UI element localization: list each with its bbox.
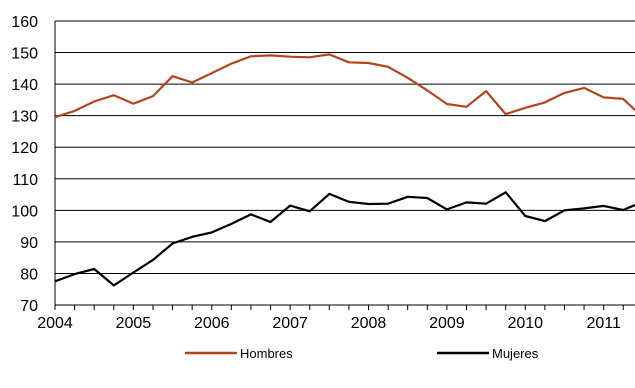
x-tick-label: 2007 xyxy=(272,315,308,332)
axes xyxy=(54,21,635,310)
x-tick-label: 2009 xyxy=(429,315,465,332)
y-tick-label: 160 xyxy=(11,14,38,31)
y-tick-label: 110 xyxy=(12,172,38,189)
y-tick-label: 150 xyxy=(11,46,38,63)
y-axis-tick-labels: 70 80 90 100 110 120 130 140 150 160 xyxy=(11,14,38,315)
y-tick-label: 80 xyxy=(20,266,38,283)
y-tick-label: 120 xyxy=(11,140,38,157)
y-tick-label: 130 xyxy=(11,109,38,126)
series-line-hombres xyxy=(54,53,635,119)
series-line-mujeres xyxy=(54,191,635,287)
x-tick-label: 2008 xyxy=(351,315,387,332)
x-axis-tick-labels: 2004 2005 2006 2007 2008 2009 2010 2011 xyxy=(37,315,621,332)
x-tick-label: 2005 xyxy=(116,315,152,332)
x-tick-label: 2010 xyxy=(507,315,543,332)
legend-label-hombres: Hombres xyxy=(240,346,293,361)
y-tick-label: 100 xyxy=(11,203,38,220)
series-lines xyxy=(54,53,635,287)
y-tick-label: 140 xyxy=(11,77,38,94)
y-tick-label: 70 xyxy=(20,298,38,315)
x-tick-label: 2006 xyxy=(194,315,230,332)
x-tick-label: 2004 xyxy=(37,315,73,332)
legend: Hombres Mujeres xyxy=(185,346,539,361)
x-tick-label: 2011 xyxy=(586,315,621,332)
gridlines xyxy=(55,20,635,274)
y-tick-label: 90 xyxy=(20,235,38,252)
legend-label-mujeres: Mujeres xyxy=(492,346,539,361)
